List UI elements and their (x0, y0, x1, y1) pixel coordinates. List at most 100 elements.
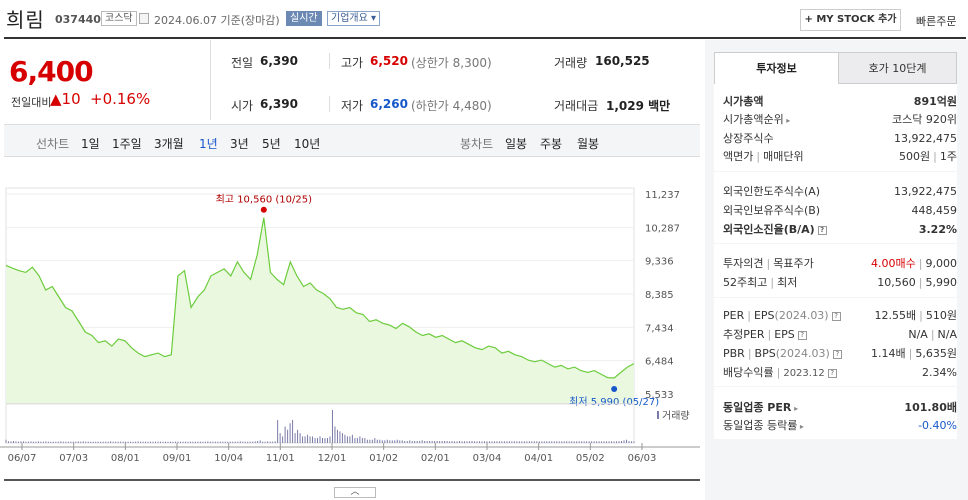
y-tick-label: 6,484 (645, 357, 674, 368)
prev-close-value: 6,390 (260, 54, 298, 68)
per-value: 12.55배 | 510원 (874, 309, 957, 322)
open-value: 6,390 (260, 97, 298, 111)
price-line (5, 217, 635, 379)
tab-weekly-candle[interactable]: 주봉 (540, 137, 563, 151)
y-tick-label: 7,434 (645, 323, 674, 334)
x-tick-label: 12/01 (318, 453, 347, 464)
shares-label: 상장주식수 (723, 132, 774, 145)
foreign-ratio-value: 3.22% (918, 223, 957, 236)
foreign-limit-value: 13,922,475 (894, 185, 957, 198)
y-tick-label: 9,336 (645, 257, 674, 268)
y-tick-label: 11,237 (645, 190, 680, 201)
week52-value: 10,560 | 5,990 (877, 276, 957, 289)
opinion-label: 투자의견 | 목표주가 (723, 257, 814, 270)
x-tick-label: 05/02 (576, 453, 605, 464)
per-label: PER | EPS(2024.03)? (723, 307, 841, 325)
x-tick-label: 07/03 (59, 453, 88, 464)
collapse-chart-button[interactable]: ︿ (334, 487, 376, 498)
foreign-own-label: 외국인보유주식수(B) (723, 204, 821, 217)
industry-rate-label[interactable]: 동일업종 등락률 ▸ (723, 419, 804, 432)
change-percent: +0.16% (90, 90, 151, 108)
chart-tab-bar: 선차트 1일 1주일 3개월 1년 3년 5년 10년 봉차트 일봉 주봉 월봉 (4, 124, 700, 157)
volume-label: 거래량 (554, 56, 588, 70)
tab-order-book[interactable]: 호가 10단계 (838, 52, 957, 84)
market-cap-rank-label[interactable]: 시가총액순위 ▸ (723, 113, 791, 126)
add-my-stock-button[interactable]: + MY STOCK 추가 (800, 9, 901, 31)
change-amount: ▲10 (50, 90, 81, 108)
help-icon[interactable]: ? (817, 225, 827, 235)
help-icon[interactable]: ? (831, 311, 841, 321)
tab-1year[interactable]: 1년 (199, 137, 218, 151)
x-tick-label: 04/01 (524, 453, 553, 464)
valuation-section: PER | EPS(2024.03)? 12.55배 | 510원 추정PER | EPS? N… (714, 298, 957, 386)
x-tick-label: 08/01 (111, 453, 140, 464)
tab-10year[interactable]: 10년 (294, 137, 321, 151)
help-icon[interactable]: ? (832, 349, 842, 359)
market-badge: 코스닥 (101, 11, 137, 26)
volume-value: 160,525 (595, 54, 650, 68)
company-overview-dropdown[interactable]: 기업개요 ▾ (327, 11, 380, 26)
stock-code: 037440 (55, 13, 101, 26)
foreign-own-value: 448,459 (911, 204, 958, 217)
low-value: 6,260 (370, 97, 408, 111)
investment-info-panel: 투자정보 호가 10단계 시가총액 891억원 시가총액순위 ▸ 코스닥 920위 … (705, 40, 968, 500)
prev-close-label: 전일 (231, 56, 254, 70)
par-value: 500원 | 1주 (899, 150, 957, 163)
price-chart[interactable]: 11,237 10,287 9,336 8,385 7,434 6,484 5,533 최고 … (0, 158, 700, 488)
help-icon[interactable]: ? (797, 330, 807, 340)
x-tick-label: 11/01 (266, 453, 295, 464)
tab-daily-candle[interactable]: 일봉 (505, 137, 528, 151)
x-tick-label: 10/04 (214, 453, 243, 464)
header-divider (4, 37, 966, 39)
calendar-icon (139, 13, 149, 24)
y-tick-label: 8,385 (645, 290, 674, 301)
tab-3month[interactable]: 3개월 (154, 137, 184, 151)
divider (329, 96, 330, 112)
volume-legend-swatch (657, 411, 659, 419)
tab-monthly-candle[interactable]: 월봉 (577, 137, 600, 151)
industry-per-label[interactable]: 동일업종 PER ▸ (723, 401, 799, 414)
realtime-button[interactable]: 실시간 (286, 11, 322, 26)
tab-3year[interactable]: 3년 (230, 137, 249, 151)
opinion-value: 4.00매수 | 9,000 (871, 257, 957, 270)
shares-value: 13,922,475 (894, 132, 957, 145)
opinion-section: 투자의견 | 목표주가 4.00매수 | 9,000 52주최고 | 최저 10,560 | 5,9… (714, 244, 957, 297)
open-label: 시가 (231, 99, 254, 113)
stock-name: 희림 (6, 8, 45, 32)
tab-5year[interactable]: 5년 (262, 137, 281, 151)
upper-limit: (상한가 8,300) (411, 56, 492, 70)
high-annotation: 최고 10,560 (10/25) (216, 194, 312, 206)
market-cap-value: 891억원 (913, 95, 957, 108)
high-value: 6,520 (370, 54, 408, 68)
pbr-label: PBR | BPS(2024.03)? (723, 345, 842, 363)
market-cap-section: 시가총액 891억원 시가총액순위 ▸ 코스닥 920위 상장주식수 13,922,4… (714, 84, 957, 171)
quick-order-link[interactable]: 빠른주문 (916, 15, 957, 28)
industry-rate-value: -0.40% (918, 419, 957, 432)
tab-1week[interactable]: 1주일 (112, 137, 142, 151)
market-cap-label: 시가총액 (723, 95, 764, 108)
foreign-section: 외국인한도주식수(A) 13,922,475 외국인보유주식수(B) 448,459… (714, 172, 957, 243)
high-label: 고가 (341, 56, 364, 70)
x-tick-label: 03/04 (473, 453, 502, 464)
est-per-value: N/A | N/A (908, 328, 957, 341)
price-divider (210, 40, 211, 120)
high-marker (260, 206, 267, 213)
lower-limit: (하한가 4,480) (411, 99, 492, 113)
x-tick-label: 09/01 (163, 453, 192, 464)
x-tick-label: 06/03 (628, 453, 657, 464)
tab-1day[interactable]: 1일 (81, 137, 100, 151)
trade-value: 1,029 백만 (606, 99, 671, 113)
candle-chart-label: 봉차트 (460, 137, 494, 151)
help-icon[interactable]: ? (827, 368, 837, 378)
base-date: 2024.06.07 기준(장마감) (154, 14, 280, 27)
low-label: 저가 (341, 99, 364, 113)
change-label: 전일대비 (11, 96, 52, 109)
dividend-label: 배당수익률 | 2023.12? (723, 364, 837, 383)
industry-section: 동일업종 PER ▸ 101.80배 동일업종 등락률 ▸ -0.40% (714, 387, 957, 439)
foreign-ratio-label: 외국인소진율(B/A)? (723, 221, 827, 239)
tab-investment-info[interactable]: 투자정보 (714, 52, 839, 84)
pbr-value: 1.14배 | 5,635원 (871, 347, 957, 360)
current-price: 6,400 (9, 55, 94, 88)
divider (329, 53, 330, 69)
week52-label: 52주최고 | 최저 (723, 276, 798, 289)
